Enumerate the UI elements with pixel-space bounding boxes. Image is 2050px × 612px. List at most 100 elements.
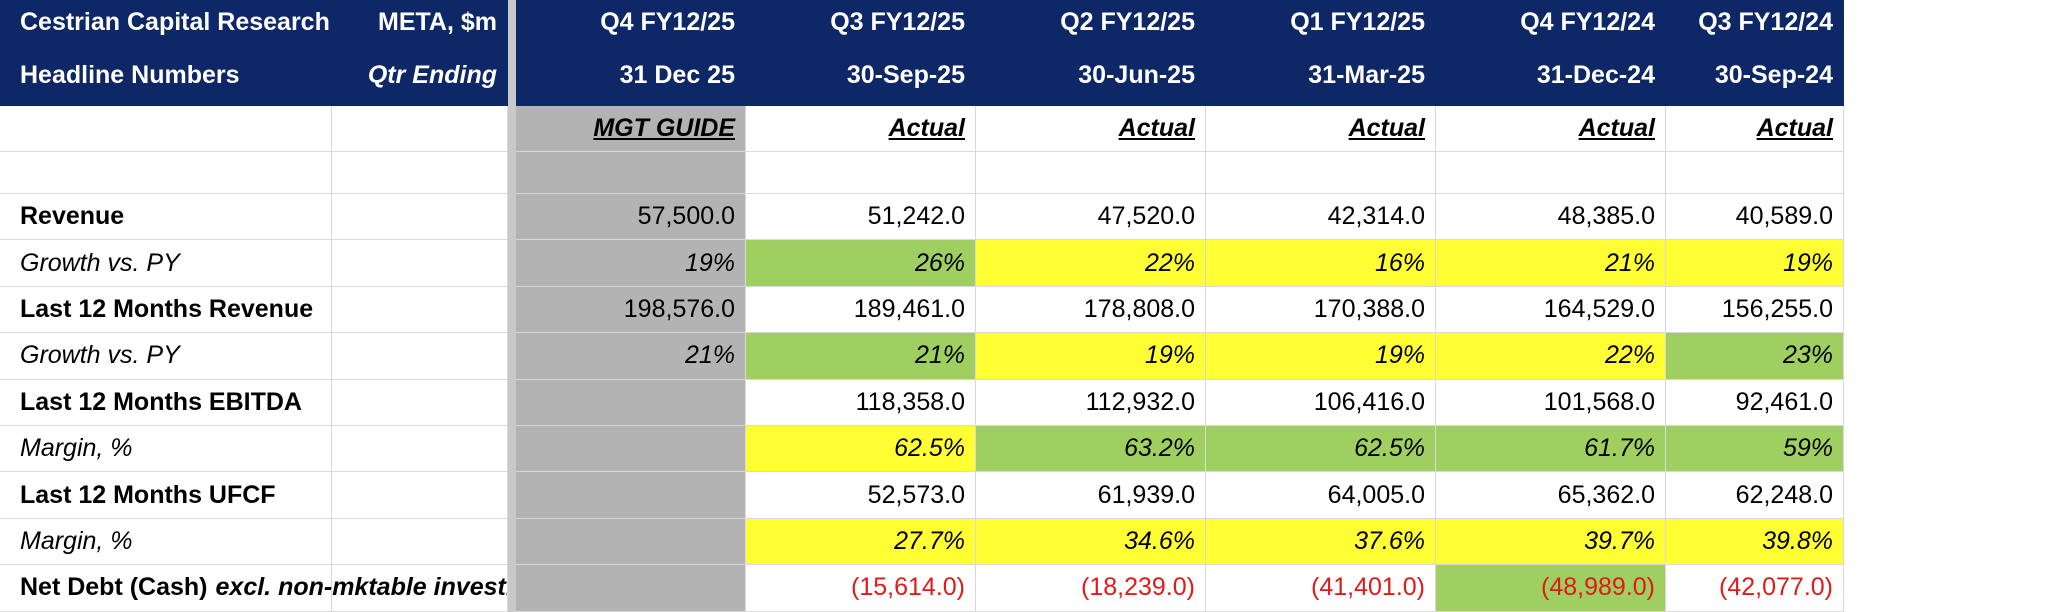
- value-cell[interactable]: 42,314.0: [1206, 194, 1436, 241]
- ticker-cell[interactable]: META, $m: [332, 0, 508, 46]
- value-cell[interactable]: [516, 426, 746, 473]
- cell[interactable]: [1436, 152, 1666, 194]
- date-header-4[interactable]: 31-Dec-24: [1436, 46, 1666, 106]
- value-cell[interactable]: (18,239.0): [976, 565, 1206, 612]
- value-cell[interactable]: 61,939.0: [976, 472, 1206, 519]
- value-cell[interactable]: 21%: [1436, 240, 1666, 287]
- basis-cell-4[interactable]: Actual: [1436, 106, 1666, 152]
- value-cell[interactable]: 52,573.0: [746, 472, 976, 519]
- value-cell[interactable]: 63.2%: [976, 426, 1206, 473]
- row-label-cell[interactable]: Margin, %: [0, 518, 508, 566]
- value-cell[interactable]: 189,461.0: [746, 286, 976, 334]
- period-header-5[interactable]: Q3 FY12/24: [1666, 0, 1844, 46]
- basis-cell-3[interactable]: Actual: [1206, 106, 1436, 152]
- value-cell[interactable]: 65,362.0: [1436, 472, 1666, 519]
- value-cell[interactable]: 21%: [516, 333, 746, 380]
- value-cell[interactable]: 19%: [516, 240, 746, 287]
- value-cell[interactable]: [516, 379, 746, 426]
- cell[interactable]: [332, 152, 508, 194]
- cell[interactable]: [0, 152, 332, 194]
- value-cell[interactable]: 21%: [746, 333, 976, 380]
- cell[interactable]: [1206, 152, 1436, 194]
- value-cell[interactable]: 62.5%: [1206, 426, 1436, 473]
- value-cell[interactable]: 19%: [976, 333, 1206, 380]
- value-cell[interactable]: 118,358.0: [746, 379, 976, 426]
- subtitle-cell[interactable]: Headline Numbers: [0, 46, 332, 106]
- value-cell[interactable]: 19%: [1206, 333, 1436, 380]
- cell[interactable]: [516, 152, 746, 194]
- period-header-0[interactable]: Q4 FY12/25: [516, 0, 746, 46]
- basis-cell-5[interactable]: Actual: [1666, 106, 1844, 152]
- basis-cell-0[interactable]: MGT GUIDE: [516, 106, 746, 152]
- column-separator: [508, 106, 516, 152]
- value-cell[interactable]: 62.5%: [746, 426, 976, 473]
- value-cell[interactable]: 39.7%: [1436, 518, 1666, 566]
- row-label-cell[interactable]: Revenue: [0, 194, 508, 241]
- row-label-cell[interactable]: Margin, %: [0, 426, 508, 473]
- value-cell[interactable]: 34.6%: [976, 518, 1206, 566]
- row-label-cell[interactable]: Last 12 Months Revenue: [0, 286, 508, 334]
- value-cell[interactable]: 112,932.0: [976, 379, 1206, 426]
- table-row: Net Debt (Cash)excl. non-mktable investm…: [0, 565, 2050, 612]
- cell[interactable]: [332, 106, 508, 152]
- date-header-2[interactable]: 30-Jun-25: [976, 46, 1206, 106]
- value-cell[interactable]: 39.8%: [1666, 518, 1844, 566]
- cell[interactable]: [976, 152, 1206, 194]
- period-header-1[interactable]: Q3 FY12/25: [746, 0, 976, 46]
- value-cell[interactable]: 26%: [746, 240, 976, 287]
- value-cell[interactable]: 156,255.0: [1666, 286, 1844, 334]
- row-label-cell[interactable]: Growth vs. PY: [0, 240, 508, 287]
- value-cell[interactable]: 19%: [1666, 240, 1844, 287]
- value-cell[interactable]: 51,242.0: [746, 194, 976, 241]
- date-header-3[interactable]: 31-Mar-25: [1206, 46, 1436, 106]
- value-cell[interactable]: 40,589.0: [1666, 194, 1844, 241]
- period-header-4[interactable]: Q4 FY12/24: [1436, 0, 1666, 46]
- qtr-ending-cell[interactable]: Qtr Ending: [332, 46, 508, 106]
- period-header-3[interactable]: Q1 FY12/25: [1206, 0, 1436, 46]
- row-label-cell[interactable]: Net Debt (Cash)excl. non-mktable investm…: [0, 565, 508, 612]
- cell-value: 39.8%: [1762, 526, 1833, 555]
- value-cell[interactable]: 48,385.0: [1436, 194, 1666, 241]
- value-cell[interactable]: (41,401.0): [1206, 565, 1436, 612]
- row-label-cell[interactable]: Last 12 Months EBITDA: [0, 379, 508, 426]
- value-cell[interactable]: 47,520.0: [976, 194, 1206, 241]
- value-cell[interactable]: 59%: [1666, 426, 1844, 473]
- date-header-1[interactable]: 30-Sep-25: [746, 46, 976, 106]
- value-cell[interactable]: 164,529.0: [1436, 286, 1666, 334]
- basis-cell-2[interactable]: Actual: [976, 106, 1206, 152]
- value-cell[interactable]: (15,614.0): [746, 565, 976, 612]
- value-cell[interactable]: 198,576.0: [516, 286, 746, 334]
- value-cell[interactable]: 37.6%: [1206, 518, 1436, 566]
- date-header-5[interactable]: 30-Sep-24: [1666, 46, 1844, 106]
- value-cell[interactable]: 101,568.0: [1436, 379, 1666, 426]
- row-label-cell[interactable]: Growth vs. PY: [0, 333, 508, 380]
- value-cell[interactable]: [516, 565, 746, 612]
- value-cell[interactable]: 57,500.0: [516, 194, 746, 241]
- date-header-0[interactable]: 31 Dec 25: [516, 46, 746, 106]
- cell[interactable]: [1666, 152, 1844, 194]
- value-cell[interactable]: 61.7%: [1436, 426, 1666, 473]
- value-cell[interactable]: (48,989.0): [1436, 565, 1666, 612]
- value-cell[interactable]: (42,077.0): [1666, 565, 1844, 612]
- value-cell[interactable]: 16%: [1206, 240, 1436, 287]
- value-cell[interactable]: 23%: [1666, 333, 1844, 380]
- cell-value: 62,248.0: [1735, 480, 1833, 509]
- value-cell[interactable]: 92,461.0: [1666, 379, 1844, 426]
- cell[interactable]: [0, 106, 332, 152]
- value-cell[interactable]: 106,416.0: [1206, 379, 1436, 426]
- value-cell[interactable]: 62,248.0: [1666, 472, 1844, 519]
- company-name-cell[interactable]: Cestrian Capital Research, Inc: [0, 0, 332, 46]
- value-cell[interactable]: 170,388.0: [1206, 286, 1436, 334]
- value-cell[interactable]: [516, 518, 746, 566]
- cell-value: (48,989.0): [1541, 573, 1655, 602]
- value-cell[interactable]: 178,808.0: [976, 286, 1206, 334]
- period-header-2[interactable]: Q2 FY12/25: [976, 0, 1206, 46]
- value-cell[interactable]: [516, 472, 746, 519]
- cell[interactable]: [746, 152, 976, 194]
- value-cell[interactable]: 27.7%: [746, 518, 976, 566]
- basis-cell-1[interactable]: Actual: [746, 106, 976, 152]
- value-cell[interactable]: 22%: [1436, 333, 1666, 380]
- value-cell[interactable]: 22%: [976, 240, 1206, 287]
- value-cell[interactable]: 64,005.0: [1206, 472, 1436, 519]
- row-label-cell[interactable]: Last 12 Months UFCF: [0, 472, 508, 519]
